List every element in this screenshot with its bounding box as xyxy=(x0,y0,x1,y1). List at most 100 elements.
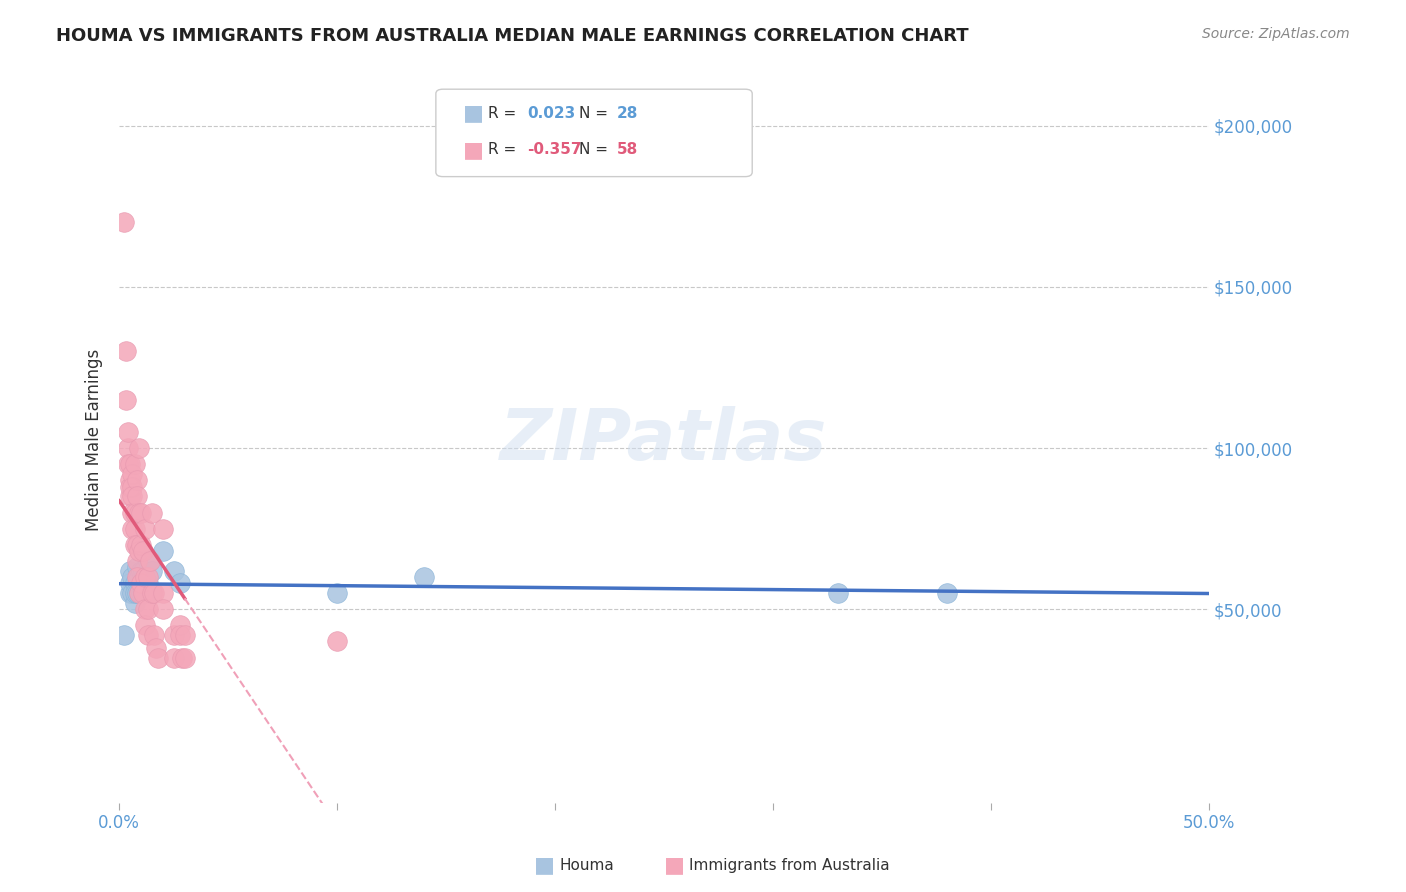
Point xyxy=(134,618,156,632)
Y-axis label: Median Male Earnings: Median Male Earnings xyxy=(86,349,103,531)
Point xyxy=(145,640,167,655)
Point xyxy=(152,522,174,536)
Text: ■: ■ xyxy=(534,855,555,875)
Point xyxy=(326,634,349,648)
Point xyxy=(124,538,146,552)
Point xyxy=(124,506,146,520)
Text: R =: R = xyxy=(488,143,522,157)
Point xyxy=(128,544,150,558)
Point xyxy=(169,576,191,591)
Point xyxy=(173,650,195,665)
Point xyxy=(129,586,152,600)
Point xyxy=(112,215,135,229)
Point xyxy=(125,473,148,487)
Point xyxy=(120,576,142,591)
Point xyxy=(136,602,159,616)
Point xyxy=(172,650,194,665)
Point xyxy=(141,586,163,600)
Text: R =: R = xyxy=(488,106,522,120)
Point xyxy=(141,506,163,520)
Point xyxy=(169,618,191,632)
Point xyxy=(128,586,150,600)
Point xyxy=(163,628,186,642)
Point xyxy=(136,554,159,568)
Point xyxy=(120,457,142,471)
Point xyxy=(121,522,143,536)
Point xyxy=(120,480,142,494)
Point xyxy=(129,506,152,520)
Point xyxy=(121,467,143,481)
Point xyxy=(141,564,163,578)
Point xyxy=(129,576,152,591)
Point xyxy=(136,628,159,642)
Point xyxy=(120,564,142,578)
Point xyxy=(125,554,148,568)
Point xyxy=(120,586,142,600)
Point xyxy=(132,586,155,600)
Point xyxy=(117,425,139,439)
Point xyxy=(152,586,174,600)
Point xyxy=(129,564,152,578)
Point xyxy=(139,554,162,568)
Point xyxy=(117,441,139,455)
Point xyxy=(125,570,148,584)
Point xyxy=(125,586,148,600)
Point xyxy=(173,628,195,642)
Point xyxy=(125,560,148,574)
Text: Immigrants from Australia: Immigrants from Australia xyxy=(689,858,890,872)
Point xyxy=(134,522,156,536)
Point xyxy=(143,628,166,642)
Point xyxy=(163,564,186,578)
Point xyxy=(125,490,148,504)
Text: 0.023: 0.023 xyxy=(527,106,575,120)
Point xyxy=(121,570,143,584)
Point xyxy=(132,544,155,558)
Point xyxy=(114,392,136,407)
Point xyxy=(129,576,152,591)
Point xyxy=(124,457,146,471)
Point xyxy=(114,344,136,359)
Point xyxy=(141,586,163,600)
Point xyxy=(134,586,156,600)
Text: ■: ■ xyxy=(664,855,685,875)
Point xyxy=(121,586,143,600)
Point xyxy=(125,538,148,552)
Point xyxy=(148,650,170,665)
Point xyxy=(413,570,436,584)
Point xyxy=(124,522,146,536)
Point xyxy=(124,586,146,600)
Point xyxy=(128,586,150,600)
Point xyxy=(326,586,349,600)
Point xyxy=(134,602,156,616)
Point xyxy=(143,586,166,600)
Text: Source: ZipAtlas.com: Source: ZipAtlas.com xyxy=(1202,27,1350,41)
Point xyxy=(128,441,150,455)
Point xyxy=(121,490,143,504)
Text: -0.357: -0.357 xyxy=(527,143,582,157)
Point xyxy=(936,586,959,600)
Point xyxy=(124,596,146,610)
Point xyxy=(121,506,143,520)
Point xyxy=(136,576,159,591)
Text: 28: 28 xyxy=(617,106,638,120)
Text: ZIPatlas: ZIPatlas xyxy=(501,406,828,475)
Point xyxy=(827,586,849,600)
Point xyxy=(152,602,174,616)
Point xyxy=(163,650,186,665)
Point xyxy=(152,544,174,558)
Point xyxy=(120,473,142,487)
Point xyxy=(169,628,191,642)
Text: HOUMA VS IMMIGRANTS FROM AUSTRALIA MEDIAN MALE EARNINGS CORRELATION CHART: HOUMA VS IMMIGRANTS FROM AUSTRALIA MEDIA… xyxy=(56,27,969,45)
Text: ■: ■ xyxy=(463,103,484,123)
Point xyxy=(136,570,159,584)
Point xyxy=(132,586,155,600)
Point xyxy=(134,570,156,584)
Text: N =: N = xyxy=(579,143,613,157)
Text: Houma: Houma xyxy=(560,858,614,872)
Text: ■: ■ xyxy=(463,140,484,160)
Point xyxy=(128,570,150,584)
Point xyxy=(120,490,142,504)
Point xyxy=(112,628,135,642)
Point xyxy=(117,457,139,471)
Point xyxy=(129,538,152,552)
